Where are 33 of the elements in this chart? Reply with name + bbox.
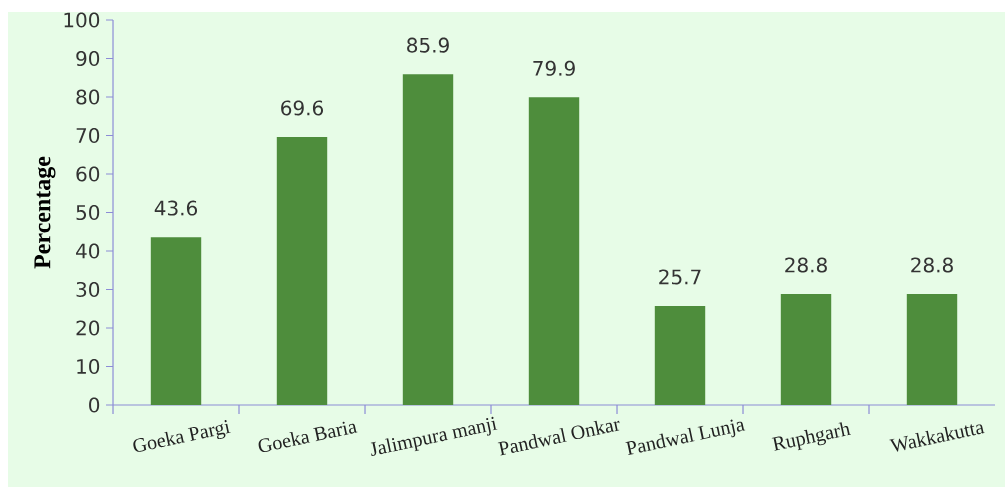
x-tick-label: Ruphgarh [771,422,851,451]
y-axis-title: Percentage [34,156,56,269]
x-tick-label: Pandwal Onkar [497,420,620,456]
bar [654,306,706,405]
y-tick-label: 50 [76,204,100,221]
bar [402,74,454,405]
y-tick-label: 10 [77,358,100,375]
bar [276,137,328,405]
y-tick-label: 40 [76,243,100,259]
data-label: 25.7 [659,269,701,285]
x-tick-label: Goeka Pargi [133,420,231,452]
y-tick-label: 80 [76,89,100,105]
bar [150,237,202,405]
y-tick-label: 70 [76,127,100,144]
x-tick-label: Pandwal Lunja [625,419,746,456]
data-label: 43.6 [154,200,198,216]
bar [906,294,958,405]
y-tick-label: 90 [76,50,100,67]
data-label: 28.8 [785,257,827,273]
y-tick-label: 100 [64,12,100,28]
data-label: 85.9 [407,37,449,53]
x-tick-label: Jalimpura manji [370,416,498,457]
y-tick-label: 0 [89,397,100,413]
y-tick-label: 30 [76,281,100,298]
x-tick-label: Wakkakutta [889,424,985,452]
data-label: 79.9 [533,60,575,76]
y-tick-label: 20 [76,320,100,336]
bar [780,294,832,405]
bar [528,97,580,405]
data-label: 28.8 [911,257,953,273]
y-tick-label: 60 [76,166,100,182]
data-label: 69.6 [281,100,324,116]
x-tick-label: Goeka Baria [258,421,358,452]
